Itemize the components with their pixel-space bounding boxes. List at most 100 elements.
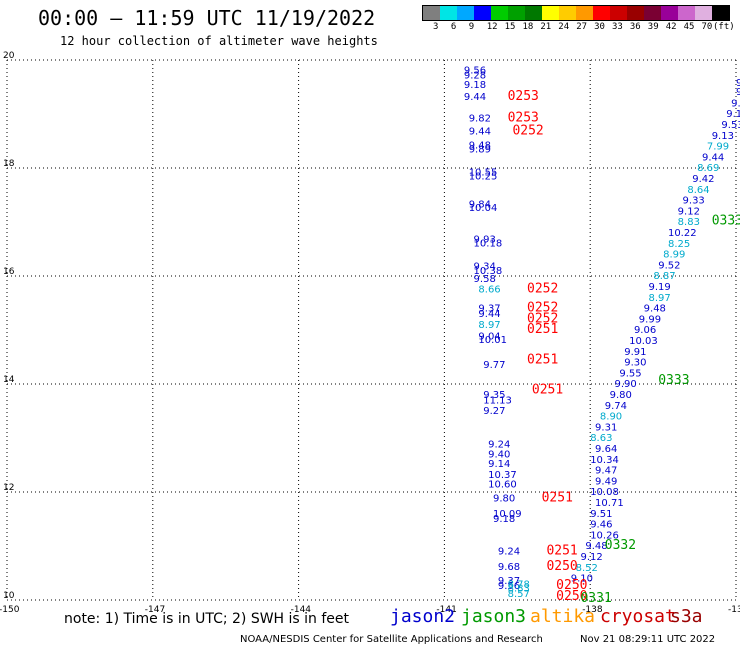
swh-label: 8.87 (653, 271, 675, 282)
swh-label: 8.97 (478, 320, 500, 331)
swh-label: 9.44 (702, 152, 724, 163)
time-label: 0250 (556, 589, 587, 604)
legend-label: 39 (647, 22, 659, 32)
swh-label: 8.66 (478, 285, 500, 296)
y-tick-label: 10 (3, 591, 15, 601)
credit-text: NOAA/NESDIS Center for Satellite Applica… (240, 634, 543, 645)
legend-swatch (525, 6, 542, 20)
swh-label: 9.56 (464, 66, 486, 77)
swh-label: 9.14 (488, 459, 510, 470)
swh-label: 9.30 (624, 358, 646, 369)
satellite-label-jason3: jason3 (461, 606, 527, 627)
swh-label: 8.83 (508, 583, 530, 594)
swh-label: 9.82 (469, 114, 491, 125)
legend-swatch (695, 6, 712, 20)
swh-label: 7.99 (707, 142, 729, 153)
swh-label: 8.25 (668, 239, 690, 250)
swh-label: 9.56 (498, 581, 520, 592)
swh-label: 8.97 (649, 293, 671, 304)
legend-swatch (491, 6, 508, 20)
legend-swatch (474, 6, 491, 20)
time-label: 0250 (546, 559, 577, 574)
legend-label: 21 (540, 22, 552, 32)
legend-swatch (576, 6, 593, 20)
swh-label: 9.37 (498, 576, 520, 587)
swh-label: 9.33 (683, 196, 705, 207)
time-label: 0251 (527, 352, 558, 367)
legend-swatch (508, 6, 525, 20)
swh-label: 8.57 (508, 589, 530, 600)
swh-label: 10.55 (469, 168, 498, 179)
swh-label: 9.35 (483, 390, 505, 401)
chart-title: 00:00 – 11:59 UTC 11/19/2022 (38, 6, 376, 30)
swh-label: 10.18 (474, 238, 503, 249)
swh-label: 10.26 (590, 530, 619, 541)
legend-label: 42 (665, 22, 677, 32)
swh-label: 9.24 (488, 440, 510, 451)
legend-label: 9 (468, 22, 475, 32)
time-label: 0333 (712, 214, 740, 229)
legend-swatch (593, 6, 610, 20)
swh-label: 8.83 (678, 217, 700, 228)
y-tick-label: 12 (3, 483, 14, 493)
swh-label: 10.08 (590, 487, 619, 498)
swh-label: 8.69 (697, 163, 719, 174)
swh-label: 9.68 (498, 562, 520, 573)
swh-label: 9.31 (595, 422, 617, 433)
legend-swatch (542, 6, 559, 20)
time-label: 0252 (527, 282, 558, 297)
swh-label: 9.28 (464, 70, 486, 81)
swh-label: 10.04 (469, 203, 498, 214)
swh-label: 8.63 (590, 433, 612, 444)
time-label: 0251 (546, 544, 577, 559)
x-tick-label: -138 (582, 605, 603, 615)
swh-label: 9.53 (721, 120, 740, 131)
y-tick-label: 16 (3, 267, 15, 277)
y-tick-label: 18 (3, 159, 15, 169)
legend-unit: (ft) (713, 22, 735, 32)
legend-swatch (644, 6, 661, 20)
time-label: 0253 (508, 111, 539, 126)
swh-label: 9.89 (469, 144, 491, 155)
swh-label: 9.48 (469, 141, 491, 152)
swh-label: 10.22 (668, 228, 697, 239)
legend-label: 70 (701, 22, 713, 32)
swh-label: 9.04 (478, 332, 500, 343)
y-tick-label: 20 (3, 51, 15, 61)
swh-label: 9.77 (483, 360, 505, 371)
swh-label: 9.48 (644, 304, 666, 315)
swh-label: 9.34 (474, 262, 496, 273)
swh-label: 9.93 (474, 235, 496, 246)
satellite-label-altika: altika (530, 606, 596, 627)
swh-label: 9.91 (624, 347, 646, 358)
legend-swatch (423, 6, 440, 20)
time-label: 0251 (532, 383, 563, 398)
swh-label: 10.60 (488, 480, 517, 491)
legend-label: 15 (504, 22, 516, 32)
swh-label: 9.24 (498, 547, 520, 558)
x-tick-label: -141 (436, 605, 456, 615)
swh-label: 8.78 (508, 580, 530, 591)
swh-label: 8.99 (663, 250, 685, 261)
swh-label: 9.44 (464, 92, 486, 103)
legend-label: 12 (486, 22, 498, 32)
legend-swatch (712, 6, 729, 20)
swh-label: 9.42 (692, 174, 714, 185)
swh-label: 9.1 (726, 109, 740, 120)
legend-label: 6 (450, 22, 457, 32)
swh-label: 9.90 (615, 379, 637, 390)
swh-label: 9.51 (590, 509, 612, 520)
legend-label: 27 (576, 22, 588, 32)
legend-label: 45 (683, 22, 695, 32)
x-tick-label: -144 (291, 605, 312, 615)
swh-label: 9.47 (595, 466, 617, 477)
swh-label: 9.84 (469, 199, 491, 210)
legend-label: 18 (522, 22, 534, 32)
time-label: 0331 (580, 591, 611, 606)
swh-label: 9.99 (639, 314, 661, 325)
time-label: 0252 (527, 301, 558, 316)
swh-label: 9.52 (658, 260, 680, 271)
x-tick-label: -13 (728, 605, 740, 615)
satellite-label-jason2: jason2 (390, 606, 456, 627)
